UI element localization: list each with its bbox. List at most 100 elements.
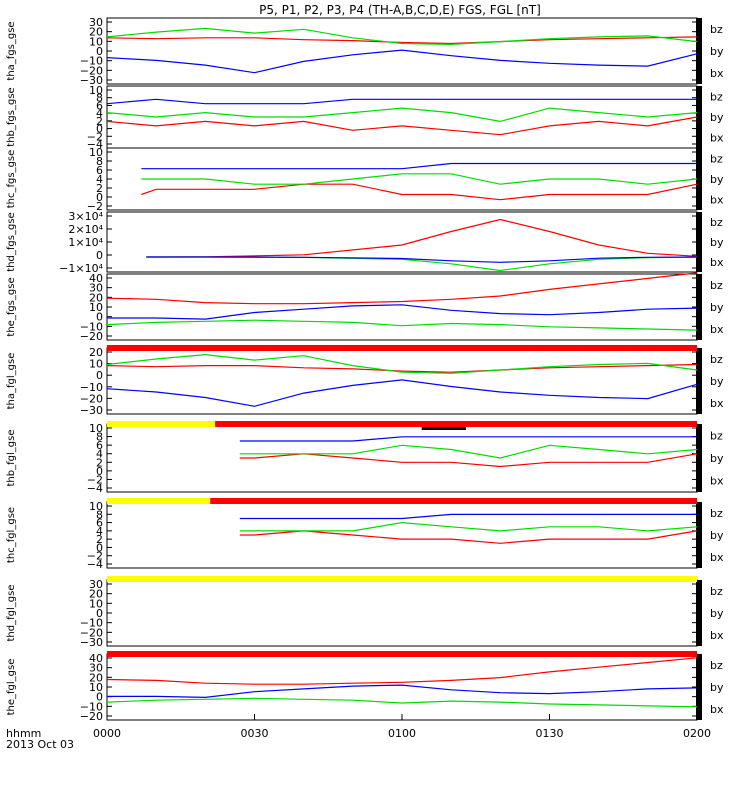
y-tick-label: 4 bbox=[96, 173, 103, 186]
legend-bz: bz bbox=[710, 90, 723, 103]
time-axis: 0000 0030 0100 0130 0200 bbox=[93, 714, 711, 740]
panel-right-edge bbox=[696, 654, 702, 720]
y-tick-label: −20 bbox=[80, 626, 103, 639]
series-line-by bbox=[106, 697, 698, 708]
panel-frame bbox=[106, 501, 698, 569]
y-tick-label: −4 bbox=[87, 482, 103, 495]
series-line-bx bbox=[106, 379, 698, 407]
y-tick-label: −30 bbox=[80, 404, 103, 417]
y-tick-label: 10 bbox=[89, 597, 103, 610]
y-tick-label: 8 bbox=[96, 155, 103, 168]
panel-right-edge bbox=[696, 424, 702, 492]
legend-bx: bx bbox=[710, 629, 724, 642]
date-label: 2013 Oct 03 bbox=[6, 738, 74, 751]
y-tick-label: 10 bbox=[89, 301, 103, 314]
y-tick-label: 1×10⁴ bbox=[68, 236, 103, 249]
y-axis-label: thb_fgl_gse bbox=[6, 430, 17, 487]
y-axis-label: thd_fgl_gse bbox=[6, 585, 17, 642]
mode-bar-black bbox=[421, 427, 466, 430]
legend-bz: bz bbox=[710, 152, 723, 165]
y-tick-label: 0 bbox=[96, 465, 103, 478]
y-tick-label: 10 bbox=[89, 358, 103, 371]
y-tick-label: 6 bbox=[96, 164, 103, 177]
y-tick-label: 0 bbox=[96, 45, 103, 58]
y-tick-label: −20 bbox=[80, 330, 103, 343]
y-tick-label: 20 bbox=[89, 346, 103, 359]
y-tick-label: 0 bbox=[96, 691, 103, 704]
y-tick-label: 3×10⁴ bbox=[68, 210, 103, 223]
legend-bx: bx bbox=[710, 475, 724, 488]
legend-bz: bz bbox=[710, 429, 723, 442]
panel-frame bbox=[106, 85, 698, 149]
legend-bz: bz bbox=[710, 507, 723, 520]
series-line-by bbox=[106, 27, 698, 46]
y-tick-label: 6 bbox=[96, 439, 103, 452]
time-tick-label: 0130 bbox=[536, 727, 564, 740]
time-tick-label: 0000 bbox=[93, 727, 121, 740]
y-tick-label: 20 bbox=[89, 588, 103, 601]
y-tick-label: 10 bbox=[89, 84, 103, 97]
mode-bar-red bbox=[107, 345, 697, 351]
y-axis-label: thb_fgs_gse bbox=[6, 87, 17, 146]
y-tick-label: 2 bbox=[96, 182, 103, 195]
series-line-bx bbox=[239, 436, 697, 442]
legend-by: by bbox=[710, 607, 724, 620]
series-line-bz bbox=[106, 116, 698, 136]
y-tick-label: −4 bbox=[87, 138, 103, 151]
y-tick-label: −10 bbox=[80, 700, 103, 713]
y-tick-label: 0 bbox=[96, 311, 103, 324]
y-tick-label: 4 bbox=[96, 525, 103, 538]
time-axis-label: hhmm bbox=[6, 727, 41, 740]
y-tick-label: −10 bbox=[80, 55, 103, 68]
y-axis-label: thc_fgl_gse bbox=[6, 507, 17, 563]
plot-title: P5, P1, P2, P3, P4 (TH-A,B,C,D,E) FGS, F… bbox=[259, 3, 541, 17]
series-line-bz bbox=[106, 657, 698, 685]
y-tick-label: 0 bbox=[96, 123, 103, 136]
y-tick-label: 40 bbox=[89, 272, 103, 285]
panel-frame bbox=[106, 347, 698, 415]
panel-right-edge bbox=[696, 274, 702, 340]
legend-bx: bx bbox=[710, 703, 724, 716]
y-axis-label: the_fgl_gse bbox=[6, 659, 17, 716]
y-tick-label: 30 bbox=[89, 662, 103, 675]
legend-bx: bx bbox=[710, 132, 724, 145]
y-tick-label: 0 bbox=[96, 369, 103, 382]
legend-bx: bx bbox=[710, 67, 724, 80]
y-tick-label: −10 bbox=[80, 617, 103, 630]
series-line-bx bbox=[107, 304, 698, 320]
y-tick-label: 0 bbox=[96, 191, 103, 204]
series-line-bz bbox=[141, 183, 698, 201]
y-tick-label: −2 bbox=[87, 550, 103, 563]
y-tick-label: 0 bbox=[96, 607, 103, 620]
legend-bx: bx bbox=[710, 323, 724, 336]
y-tick-label: 2 bbox=[96, 533, 103, 546]
panel-right-edge bbox=[696, 18, 702, 84]
legend-by: by bbox=[710, 452, 724, 465]
y-tick-label: 10 bbox=[89, 35, 103, 48]
y-tick-label: 20 bbox=[89, 26, 103, 39]
panel-frame bbox=[106, 273, 698, 341]
y-tick-label: 0 bbox=[96, 249, 103, 262]
y-tick-label: 2 bbox=[96, 456, 103, 469]
legend-by: by bbox=[710, 236, 724, 249]
y-tick-label: 30 bbox=[89, 282, 103, 295]
y-tick-label: 8 bbox=[96, 508, 103, 521]
panel-frame bbox=[106, 653, 698, 721]
legend-bx: bx bbox=[710, 194, 724, 207]
mode-bar-yellow bbox=[107, 421, 216, 427]
legend-bz: bz bbox=[710, 353, 723, 366]
panel-right-edge bbox=[696, 348, 702, 414]
y-tick-label: −20 bbox=[80, 710, 103, 723]
mode-bar-red bbox=[215, 421, 697, 427]
legend-bz: bz bbox=[710, 585, 723, 598]
y-tick-label: −30 bbox=[80, 74, 103, 87]
series-line-by bbox=[106, 353, 698, 374]
y-tick-label: −10 bbox=[80, 320, 103, 333]
legend-by: by bbox=[710, 45, 724, 58]
mode-bar-yellow bbox=[107, 576, 697, 582]
